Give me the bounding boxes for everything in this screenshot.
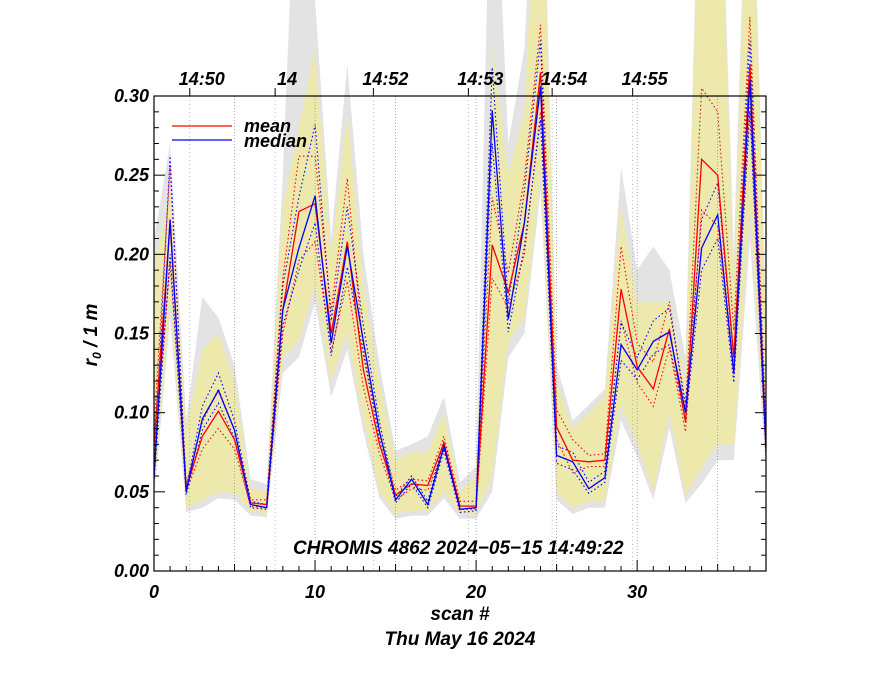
y-tick-label: 0.10 (114, 403, 149, 423)
top-time-label: 14:53 (457, 69, 503, 89)
y-axis-title-main: r (81, 357, 102, 366)
y-axis-title: r0 / 1 m (81, 304, 104, 367)
y-tick-label: 0.05 (114, 482, 150, 502)
dotted-lower-line (154, 111, 766, 513)
date-label: Thu May 16 2024 (384, 629, 535, 650)
top-time-label: 14:52 (362, 69, 408, 89)
series-layer (154, 16, 766, 513)
y-tick-label: 0.20 (114, 244, 149, 264)
chart-annotation: CHROMIS 4862 2024−05−15 14:49:22 (293, 538, 624, 559)
top-time-label: 14:54 (541, 69, 587, 89)
legend-median-label: median (244, 131, 307, 151)
axes: 0 10 20 30 0.00 0.05 0.10 0.15 0.20 0.25 0.30 (114, 86, 767, 602)
y-tick-label: 0.00 (114, 561, 149, 581)
x-tick-label: 30 (627, 582, 647, 602)
legend-mean-label: mean (244, 116, 291, 136)
top-time-label: 14:50 (179, 69, 225, 89)
top-time-label: 14:55 (622, 69, 669, 89)
dotted-lower-line (154, 103, 766, 510)
x-tick-label: 20 (465, 582, 486, 602)
y-axis-title-rest: / 1 m (81, 304, 102, 353)
top-time-label: 14 (277, 69, 297, 89)
vertical-gridlines (189, 96, 718, 571)
y-tick-label: 0.15 (114, 324, 150, 344)
dotted-upper-line (154, 16, 766, 502)
x-tick-label: 0 (149, 582, 159, 602)
bands-layer (154, 0, 766, 519)
x-tick-label: 10 (305, 582, 325, 602)
mean-line (154, 64, 766, 507)
y-tick-label: 0.25 (114, 165, 150, 185)
y-axis-title-sub: 0 (90, 352, 104, 359)
top-time-labels: 14:50 14 14:52 14:53 14:54 14:55 (179, 69, 669, 96)
x-axis-title: scan # (430, 604, 490, 625)
legend: mean median (172, 116, 307, 151)
band-yellow (154, 0, 766, 514)
median-line (154, 80, 766, 511)
y-tick-label: 0.30 (114, 86, 149, 106)
